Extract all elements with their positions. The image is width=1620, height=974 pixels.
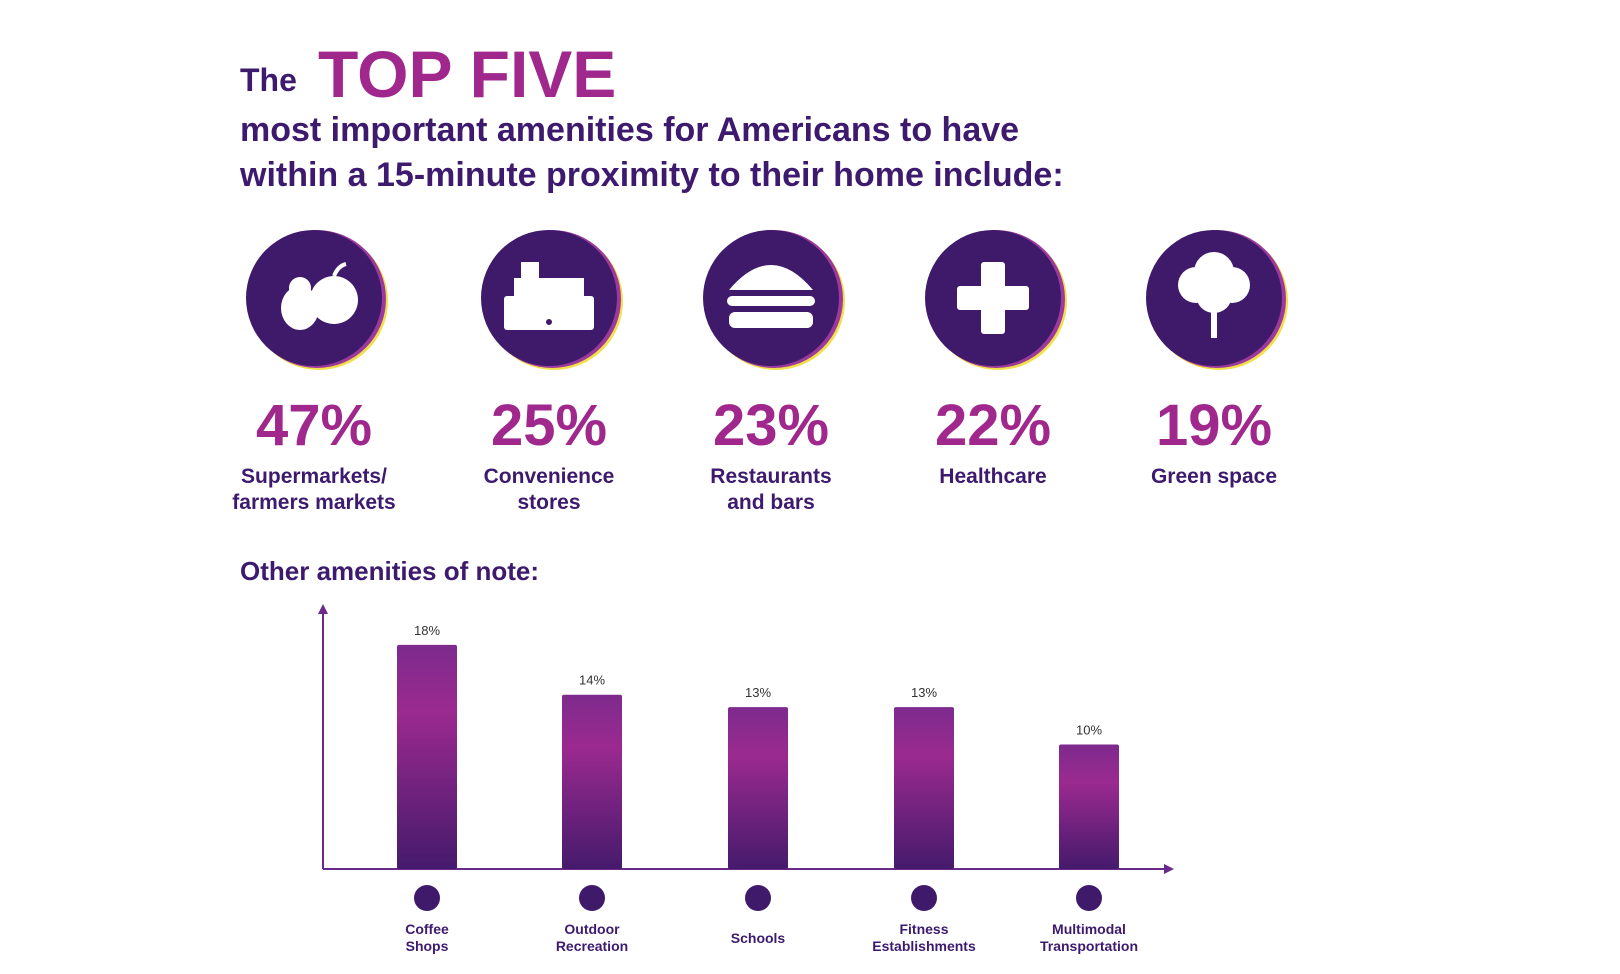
stat-label: Green space	[1150, 465, 1278, 488]
data-label: 14%	[579, 673, 605, 688]
category-icon	[579, 885, 605, 911]
x-tick-label: Coffee Shops	[405, 921, 449, 954]
stat-label: Supermarkets/ farmers markets	[232, 465, 396, 514]
stat-label: Convenience stores	[483, 465, 615, 514]
icon	[281, 262, 358, 330]
icon	[1178, 252, 1250, 338]
data-label: 13%	[911, 685, 937, 700]
stat-value: 47%	[255, 393, 373, 458]
x-tick-label: Multimodal Transportation	[1039, 921, 1138, 954]
category-icon	[745, 885, 771, 911]
bar	[728, 707, 788, 869]
stat-value: 22%	[934, 393, 1052, 458]
stat-value: 25%	[490, 393, 608, 458]
stat-value: 19%	[1155, 393, 1273, 458]
icon	[727, 265, 815, 328]
data-label: 13%	[745, 685, 771, 700]
subtitle: most important amenities for Americans t…	[240, 111, 1064, 194]
category-icon	[1076, 885, 1102, 911]
stat-value: 23%	[712, 393, 830, 458]
axis-arrow	[1164, 864, 1174, 874]
axis-arrow	[318, 604, 328, 614]
x-tick-label: Schools	[730, 930, 786, 946]
icon	[504, 262, 594, 330]
stat-label: Restaurants and bars	[710, 465, 832, 514]
section-title: Other amenities of note:	[240, 556, 540, 586]
category-icon	[414, 885, 440, 911]
icon	[957, 262, 1029, 334]
bar	[894, 707, 954, 869]
category-icon	[911, 885, 937, 911]
title-highlight: TOP FIVE	[318, 37, 617, 111]
x-tick-label: Outdoor Recreation	[555, 921, 629, 954]
bar	[1059, 744, 1119, 869]
title-prefix: The	[240, 62, 297, 98]
data-label: 10%	[1076, 723, 1102, 738]
bar	[397, 644, 457, 869]
data-label: 18%	[414, 623, 440, 638]
bar	[562, 694, 622, 869]
stat-label: Healthcare	[939, 465, 1047, 488]
x-tick-label: Fitness Establishments	[872, 921, 976, 954]
